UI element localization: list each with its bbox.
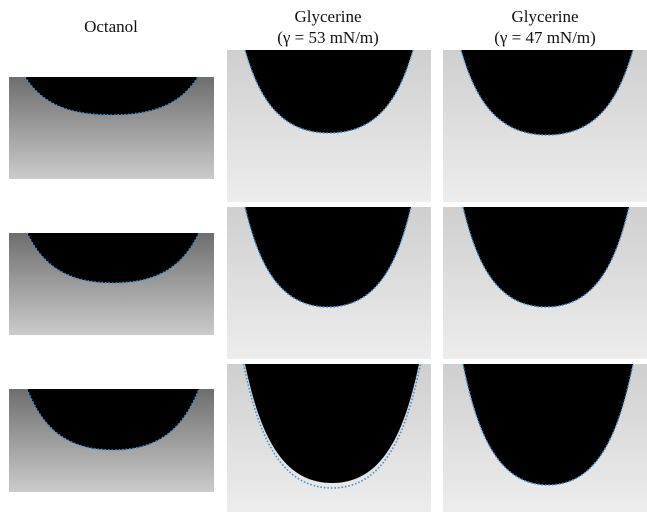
image-panel bbox=[443, 364, 647, 512]
image-panel bbox=[227, 364, 431, 512]
image-panel bbox=[227, 50, 431, 202]
column-subtitle: (γ = 47 mN/m) bbox=[494, 28, 596, 47]
column-title: Glycerine bbox=[294, 7, 361, 26]
image-panel bbox=[443, 50, 647, 202]
image-panel bbox=[9, 77, 214, 179]
column-title: Glycerine bbox=[511, 7, 578, 26]
column-title: Octanol bbox=[84, 17, 138, 36]
image-panel bbox=[9, 233, 214, 335]
image-panel bbox=[443, 207, 647, 359]
figure: Octanol Glycerine (γ = 53 mN/m) Glycerin… bbox=[0, 0, 647, 512]
image-panel bbox=[9, 389, 214, 492]
image-panel bbox=[227, 207, 431, 359]
column-subtitle: (γ = 53 mN/m) bbox=[277, 28, 379, 47]
